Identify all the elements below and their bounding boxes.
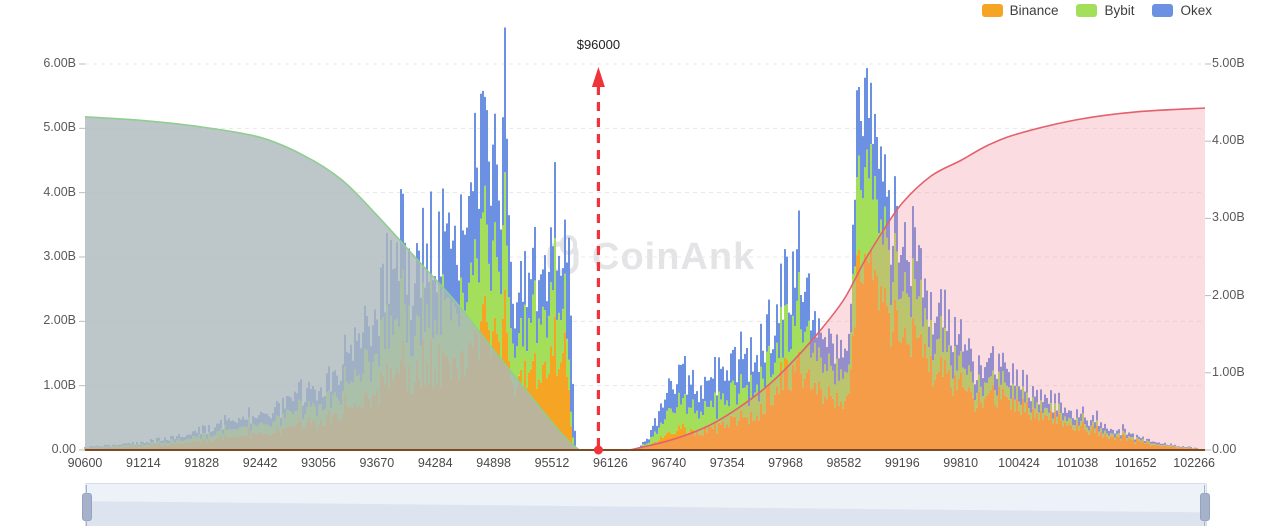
legend-label: Okex	[1180, 3, 1212, 18]
legend-swatch-icon	[981, 4, 1003, 17]
price-marker	[591, 67, 605, 455]
datazoom-data-shadow	[86, 501, 1206, 526]
cumulative-right-area	[629, 108, 1205, 450]
datazoom-handle-left[interactable]	[82, 484, 92, 526]
cumulative-left-line	[84, 116, 580, 451]
legend-swatch-icon	[1076, 4, 1098, 17]
cumulative-right-line	[629, 107, 1206, 451]
cumulative-left-area	[85, 116, 580, 451]
datazoom-handle-right[interactable]	[1200, 484, 1210, 526]
legend-item-binance[interactable]: Binance	[981, 3, 1059, 18]
legend-swatch-icon	[1152, 4, 1174, 17]
legend-label: Bybit	[1104, 3, 1135, 18]
legend-item-okex[interactable]: Okex	[1152, 3, 1212, 18]
datazoom-slider[interactable]	[82, 483, 1210, 526]
legend-label: Binance	[1009, 3, 1059, 18]
legend: Binance Bybit Okex	[981, 3, 1212, 18]
legend-item-bybit[interactable]: Bybit	[1076, 3, 1134, 18]
